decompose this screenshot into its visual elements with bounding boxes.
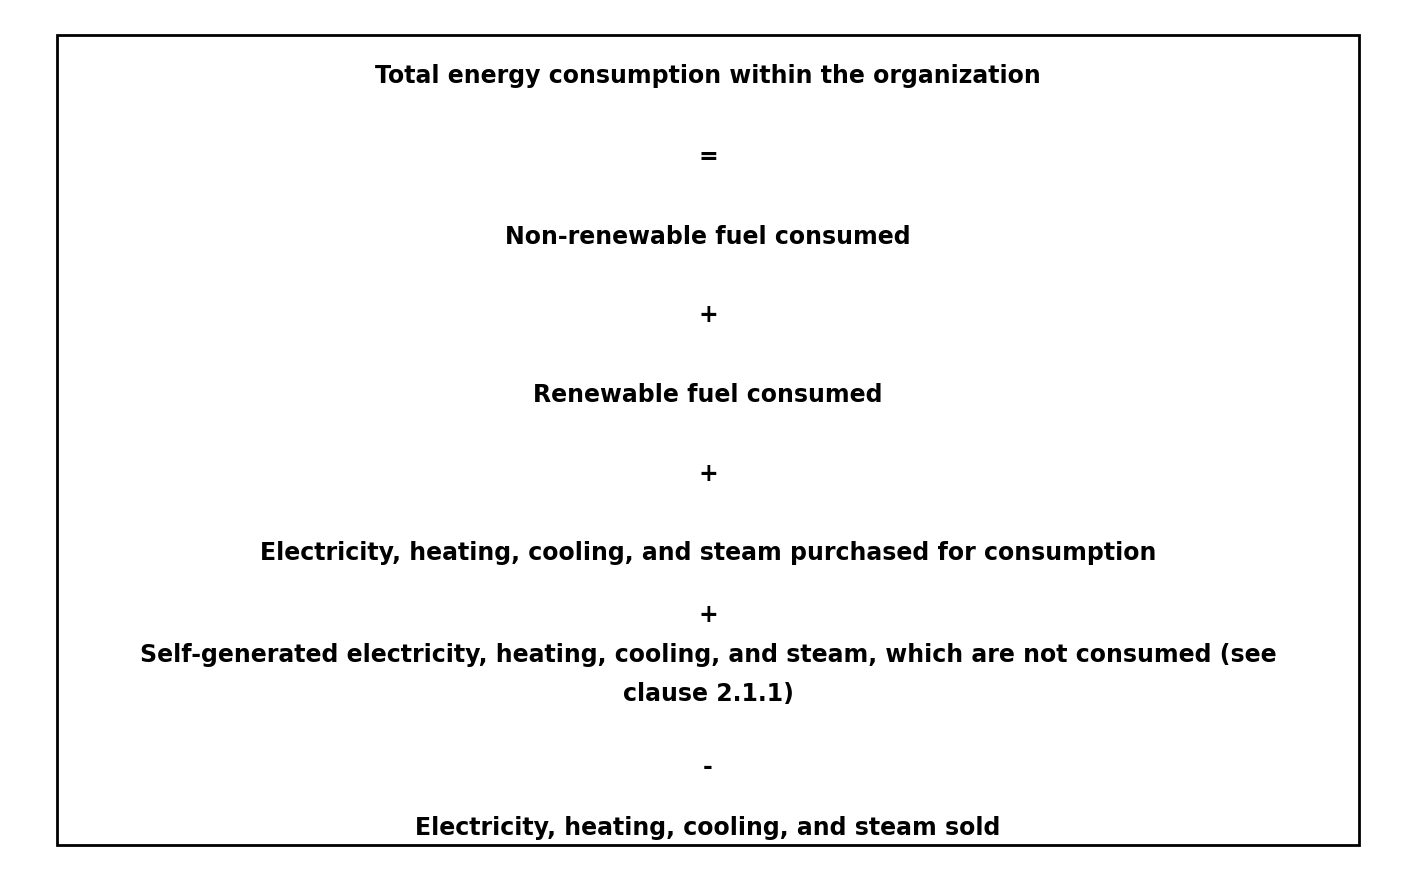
Text: Total energy consumption within the organization: Total energy consumption within the orga…: [375, 63, 1041, 88]
Text: -: -: [704, 755, 712, 779]
Text: Self-generated electricity, heating, cooling, and steam, which are not consumed : Self-generated electricity, heating, coo…: [140, 642, 1276, 706]
Text: +: +: [698, 462, 718, 486]
Text: Electricity, heating, cooling, and steam sold: Electricity, heating, cooling, and steam…: [415, 816, 1001, 840]
Text: =: =: [698, 144, 718, 169]
Text: +: +: [698, 603, 718, 627]
Text: Non-renewable fuel consumed: Non-renewable fuel consumed: [506, 224, 910, 248]
Text: Renewable fuel consumed: Renewable fuel consumed: [534, 383, 882, 407]
Text: +: +: [698, 304, 718, 327]
Text: Electricity, heating, cooling, and steam purchased for consumption: Electricity, heating, cooling, and steam…: [259, 541, 1157, 565]
